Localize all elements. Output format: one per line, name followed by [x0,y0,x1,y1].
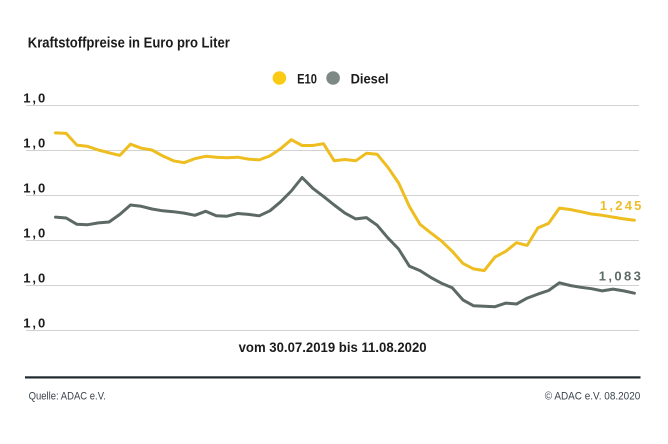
svg-text:1,0: 1,0 [23,136,45,151]
svg-text:1,0: 1,0 [23,226,45,241]
svg-text:vom 30.07.2019 bis 11.08.2020: vom 30.07.2019 bis 11.08.2020 [239,340,427,355]
svg-text:1,0: 1,0 [23,316,45,331]
svg-text:Kraftstoffpreise in Euro pro L: Kraftstoffpreise in Euro pro Liter [28,36,230,52]
svg-text:1,245: 1,245 [600,198,642,213]
svg-text:© ADAC e.V. 08.2020: © ADAC e.V. 08.2020 [545,391,641,403]
svg-text:Diesel: Diesel [351,71,389,86]
svg-text:E10: E10 [297,71,317,86]
svg-text:1,0: 1,0 [23,91,45,106]
svg-text:Quelle: ADAC e.V.: Quelle: ADAC e.V. [29,390,106,402]
svg-text:1,083: 1,083 [599,268,641,283]
svg-text:1,0: 1,0 [23,181,45,196]
svg-text:1,0: 1,0 [23,271,45,286]
